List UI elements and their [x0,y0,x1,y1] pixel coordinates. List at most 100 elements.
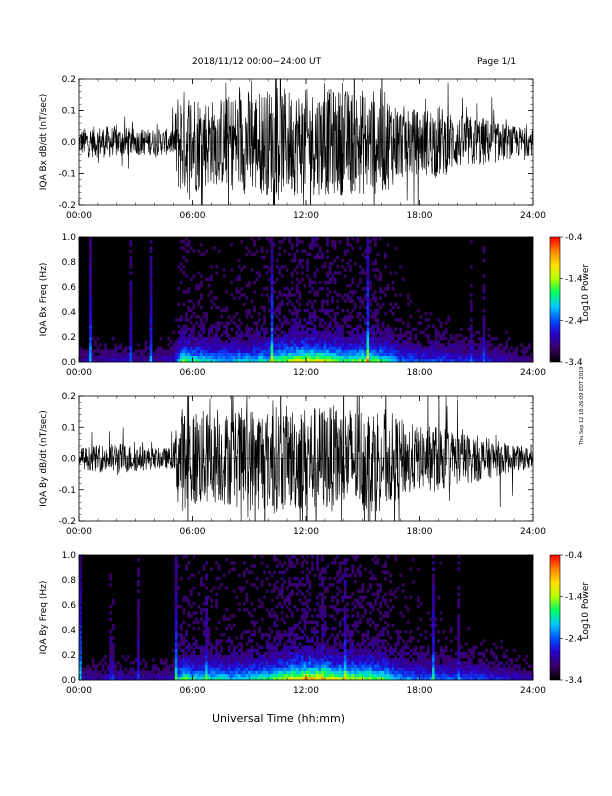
spectrogram-cell [321,568,324,571]
spectrogram-cell [321,655,324,658]
spectrogram-cell [293,646,296,649]
spectrogram-cell [132,356,135,359]
spectrogram-cell [278,571,281,574]
spectrogram-cell [122,674,125,677]
spectrogram-cell [256,671,259,674]
spectrogram-cell [432,639,435,642]
spectrogram-cell [369,618,372,621]
spectrogram-cell [273,243,276,246]
spectrogram-cell [220,334,223,337]
spectrogram-cell [356,328,359,331]
spectrogram-cell [198,646,201,649]
spectrogram-cell [437,671,440,674]
spectrogram-cell [326,334,329,337]
spectrogram-cell [339,293,342,296]
spectrogram-cell [483,356,486,359]
spectrogram-cell [359,278,362,281]
spectrogram-cell [190,589,193,592]
spectrogram-cell [208,664,211,667]
spectrogram-cell [281,661,284,664]
spectrogram-cell [187,614,190,617]
spectrogram-cell [193,346,196,349]
spectrogram-cell [276,328,279,331]
spectrogram-cell [233,671,236,674]
spectrogram-cell [334,278,337,281]
spectrogram-cell [336,661,339,664]
spectrogram-cell [256,356,259,359]
spectrogram-cell [89,259,92,262]
spectrogram-cell [228,618,231,621]
spectrogram-cell [329,278,332,281]
spectrogram-cell [435,674,438,677]
spectrogram-cell [316,668,319,671]
spectrogram-cell [364,318,367,321]
spectrogram-cell [319,309,322,312]
spectrogram-cell [152,658,155,661]
spectrogram-cell [309,243,312,246]
spectrogram-cell [356,312,359,315]
spectrogram-cell [432,643,435,646]
spectrogram-cell [205,602,208,605]
spectrogram-cell [437,350,440,353]
spectrogram-cell [245,246,248,249]
spectrogram-cell [354,346,357,349]
spectrogram-cell [89,250,92,253]
spectrogram-cell [180,328,183,331]
spectrogram-cell [447,674,450,677]
spectrogram-cell [165,350,168,353]
spectrogram-cell [346,664,349,667]
spectrogram-cell [288,646,291,649]
spectrogram-cell [281,577,284,580]
spectrogram-cell [220,671,223,674]
spectrogram-cell [389,674,392,677]
spectrogram-cell [253,321,256,324]
spectrogram-cell [89,671,92,674]
spectrogram-cell [344,608,347,611]
spectrogram-cell [291,243,294,246]
spectrogram-cell [89,674,92,677]
spectrogram-cell [271,321,274,324]
spectrogram-cell [266,668,269,671]
spectrogram-cell [379,658,382,661]
spectrogram-cell [432,325,435,328]
spectrogram-cell [213,296,216,299]
spectrogram-cell [235,346,238,349]
spectrogram-cell [140,356,143,359]
spectrogram-cell [341,328,344,331]
spectrogram-cell [387,611,390,614]
spectrogram-cell [306,555,309,558]
spectrogram-cell [266,356,269,359]
spectrogram-cell [336,658,339,661]
spectrogram-cell [172,356,175,359]
spectrogram-cell [369,671,372,674]
spectrogram-cell [107,353,110,356]
spectrogram-cell [457,627,460,630]
spectrogram-cell [361,636,364,639]
spectrogram-cell [326,643,329,646]
spectrogram-cell [238,574,241,577]
spectrogram-cell [407,296,410,299]
spectrogram-cell [281,571,284,574]
spectrogram-cell [306,652,309,655]
spectrogram-cell [425,350,428,353]
spectrogram-cell [356,325,359,328]
spectrogram-cell [437,668,440,671]
spectrogram-cell [321,618,324,621]
spectrogram-cell [185,337,188,340]
spectrogram-cell [409,674,412,677]
spectrogram-cell [351,593,354,596]
spectrogram-cell [293,309,296,312]
spectrogram-cell [359,334,362,337]
spectrogram-cell [316,561,319,564]
spectrogram-cell [387,605,390,608]
spectrogram-cell [392,312,395,315]
spectrogram-cell [245,661,248,664]
spectrogram-cell [359,271,362,274]
spectrogram-cell [389,668,392,671]
spectrogram-cell [377,674,380,677]
spectrogram-cell [369,343,372,346]
spectrogram-cell [374,652,377,655]
spectrogram-cell [414,674,417,677]
spectrogram-cell [278,253,281,256]
